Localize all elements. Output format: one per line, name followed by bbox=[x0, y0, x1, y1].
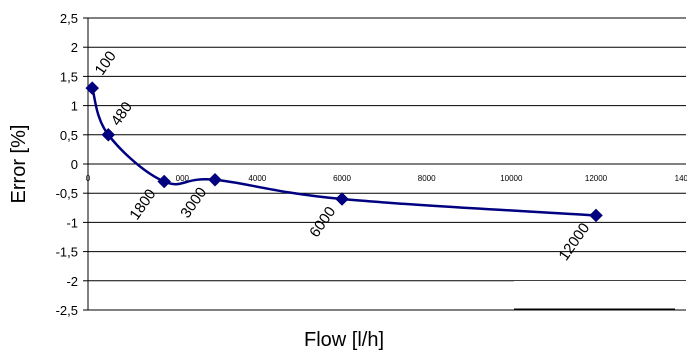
data-point-marker bbox=[157, 174, 172, 189]
series-markers bbox=[85, 81, 603, 223]
y-tick-label: 1,5 bbox=[60, 69, 78, 84]
x-tick-label: 12000 bbox=[585, 174, 608, 183]
data-point-marker bbox=[85, 81, 100, 95]
x-tick-label: 0 bbox=[86, 174, 91, 183]
y-tick-label: -2 bbox=[66, 274, 78, 289]
legend-cover-box bbox=[514, 281, 686, 309]
data-point-marker bbox=[101, 127, 116, 142]
x-tick-label: 10000 bbox=[500, 174, 523, 183]
data-point-marker bbox=[589, 208, 603, 223]
y-tick-label: -2,5 bbox=[56, 303, 78, 318]
x-axis-title: Flow [l/h] bbox=[304, 329, 384, 351]
x-tick-label: 000 bbox=[176, 174, 190, 183]
y-tick-label: -1 bbox=[66, 215, 78, 230]
data-point-marker bbox=[208, 172, 222, 187]
gridlines bbox=[83, 17, 686, 311]
y-tick-label: -1,5 bbox=[56, 245, 78, 260]
x-tick-label: 8000 bbox=[418, 174, 436, 183]
y-tick-label: 2 bbox=[71, 40, 78, 55]
y-tick-label: 1 bbox=[71, 99, 78, 114]
y-tick-label: 0 bbox=[71, 157, 78, 172]
x-tick-label: 140 bbox=[675, 174, 687, 183]
y-tick-labels: 2,5 2 1,5 1 0,5 0 -0,5 -1 -1,5 -2 -2,5 bbox=[56, 11, 78, 318]
x-tick-label: 4000 bbox=[248, 174, 266, 183]
y-axis-title: Error [%] bbox=[8, 125, 30, 204]
y-tick-label: 0,5 bbox=[60, 128, 78, 143]
data-point-marker bbox=[335, 192, 349, 206]
x-tick-labels: 0 000 4000 6000 8000 10000 12000 140 bbox=[86, 174, 687, 183]
x-tick-label: 6000 bbox=[333, 174, 351, 183]
y-tick-label: -0,5 bbox=[56, 186, 78, 201]
y-tick-label: 2,5 bbox=[60, 11, 78, 26]
